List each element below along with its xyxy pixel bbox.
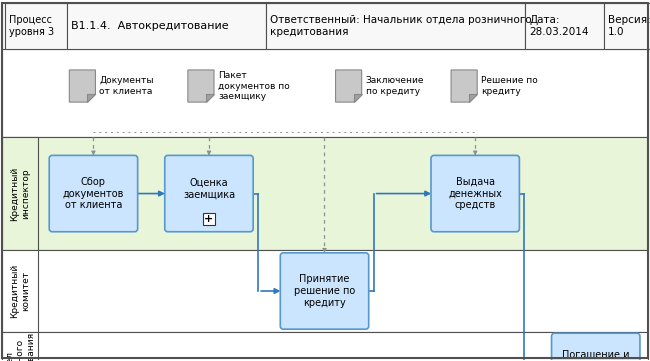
- Bar: [2, 49, 648, 137]
- Text: Ответственный: Начальник отдела розничного
кредитования: Ответственный: Начальник отдела рознично…: [270, 15, 532, 36]
- Text: Сбор
документов
от клиента: Сбор документов от клиента: [63, 177, 124, 210]
- Polygon shape: [206, 94, 214, 102]
- Bar: [5, 3, 68, 49]
- Polygon shape: [451, 70, 477, 102]
- Text: Оценка
заемщика: Оценка заемщика: [183, 178, 235, 199]
- Bar: [203, 213, 215, 225]
- Bar: [525, 3, 604, 49]
- Polygon shape: [70, 70, 96, 102]
- Polygon shape: [469, 94, 477, 102]
- Text: Решение по
кредиту: Решение по кредиту: [481, 76, 538, 96]
- Text: Пакет
документов по
заемщику: Пакет документов по заемщику: [218, 71, 290, 101]
- Text: Погашение и
закрытие
кредита: Погашение и закрытие кредита: [562, 350, 629, 361]
- Bar: [2, 137, 38, 250]
- Polygon shape: [354, 94, 361, 102]
- Polygon shape: [335, 70, 361, 102]
- Bar: [2, 3, 648, 49]
- FancyBboxPatch shape: [49, 155, 138, 232]
- FancyBboxPatch shape: [552, 333, 640, 361]
- Text: Версия:
1.0: Версия: 1.0: [608, 15, 650, 36]
- Text: Процесс
уровня 3: Процесс уровня 3: [9, 15, 54, 36]
- Bar: [604, 3, 650, 49]
- Text: +: +: [204, 214, 214, 224]
- Text: Документы
от клиента: Документы от клиента: [99, 76, 154, 96]
- FancyBboxPatch shape: [280, 253, 369, 329]
- Polygon shape: [87, 94, 96, 102]
- Text: Выдача
денежных
средств: Выдача денежных средств: [448, 177, 502, 210]
- FancyBboxPatch shape: [431, 155, 519, 232]
- Text: Заключение
по кредиту: Заключение по кредиту: [366, 76, 424, 96]
- Bar: [2, 332, 38, 361]
- Bar: [266, 3, 525, 49]
- Bar: [2, 250, 648, 332]
- Polygon shape: [188, 70, 214, 102]
- Bar: [2, 332, 648, 361]
- Text: Отдел
розничного
кредитования: Отдел розничного кредитования: [5, 332, 35, 361]
- Bar: [2, 137, 648, 250]
- Text: Кредитный
инспектор: Кредитный инспектор: [10, 166, 30, 221]
- Text: Дата:
28.03.2014: Дата: 28.03.2014: [530, 15, 589, 36]
- Bar: [2, 250, 38, 332]
- FancyBboxPatch shape: [164, 155, 253, 232]
- Text: Принятие
решение по
кредиту: Принятие решение по кредиту: [294, 274, 355, 308]
- Bar: [68, 3, 266, 49]
- Text: B1.1.4.  Автокредитование: B1.1.4. Автокредитование: [72, 21, 229, 31]
- Text: Кредитный
комитет: Кредитный комитет: [10, 264, 30, 318]
